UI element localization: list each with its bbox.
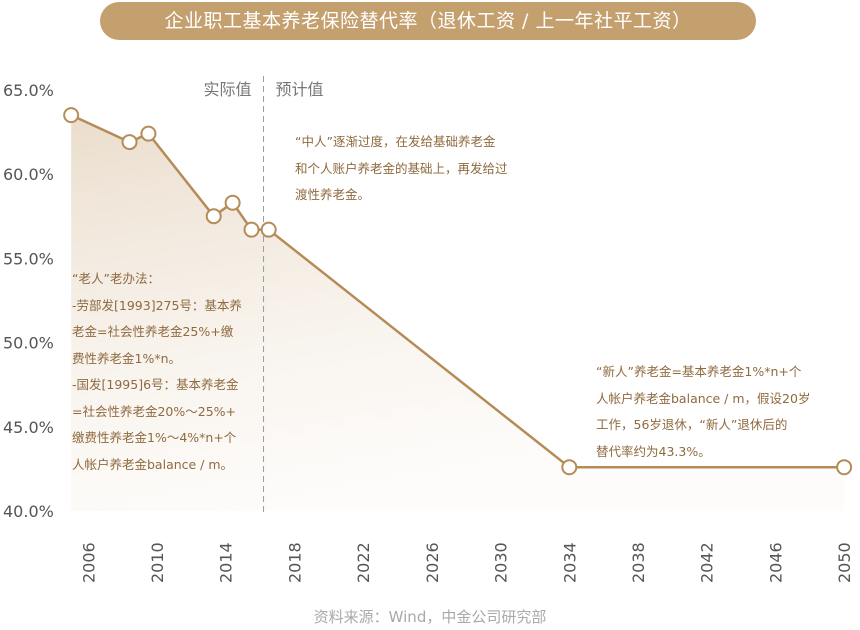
y-tick-label: 65.0% [3,81,54,100]
x-tick-label: 2014 [217,542,236,583]
chart-title: 企业职工基本养老保险替代率（退休工资 / 上一年社平工资） [100,2,756,40]
x-tick-label: 2034 [560,542,579,583]
annotation-line: 费性养老金1%*n。 [72,350,182,366]
data-point [121,134,138,151]
annotation-line: 缴费性养老金1%～4%*n+个 [72,430,237,445]
x-tick-label: 2018 [285,542,304,583]
annotation-line: 工作，56岁退休，“新人”退休后的 [596,417,788,432]
annotation-line: -国发[1995]6号：基本养老金 [72,377,239,392]
x-tick-label: 2038 [629,542,648,583]
x-tick-label: 2046 [766,542,785,583]
y-tick-label: 60.0% [3,165,54,184]
y-tick-label: 45.0% [3,418,54,437]
data-point [140,125,157,142]
annotation-line: 人帐户养老金balance / m，假设20岁 [596,390,811,406]
x-tick-label: 2050 [835,542,854,583]
x-tick-label: 2026 [423,542,442,583]
annotation-line: “老人”老办法： [72,271,160,286]
y-tick-label: 55.0% [3,249,54,268]
annotation-line: 渡性养老金。 [295,187,371,202]
annotation-line: “中人”逐渐过度，在发给基础养老金 [295,134,496,149]
annotation-line: “新人”养老金=基本养老金1%*n+个 [596,364,802,379]
annotation-line: 和个人账户养老金的基础上，再发给过 [295,160,508,176]
y-tick-label: 40.0% [3,502,54,521]
data-point [224,194,241,211]
actual-value-label: 实际值 [204,80,252,99]
forecast-value-label: 预计值 [276,80,324,99]
annotation-line: -劳部发[1993]275号：基本养 [72,297,242,313]
annotation-old-people: “老人”老办法： -劳部发[1993]275号：基本养 老金=社会性养老金25%… [72,266,242,478]
annotation-new-people: “新人”养老金=基本养老金1%*n+个 人帐户养老金balance / m，假设… [596,359,810,465]
data-point [205,208,222,225]
replacement-rate-chart: 40.0% 45.0% 50.0% 55.0% 60.0% 65.0% 2006 2010 20… [3,76,854,583]
annotation-line: 人帐户养老金balance / m。 [72,456,234,472]
annotation-line: 替代率约为43.3%。 [596,443,711,459]
x-tick-label: 2006 [79,542,98,583]
data-point [836,459,853,476]
x-tick-label: 2022 [354,542,373,583]
data-point [243,221,260,238]
annotation-middle-people: “中人”逐渐过度，在发给基础养老金 和个人账户养老金的基础上，再发给过 渡性养老… [295,129,508,209]
x-tick-label: 2010 [148,542,167,583]
y-tick-label: 50.0% [3,334,54,353]
x-tick-label: 2042 [698,542,717,583]
annotation-line: =社会性养老金20%～25%+ [72,403,237,419]
data-point [561,459,578,476]
source-note: 资料来源：Wind，中金公司研究部 [313,608,547,626]
x-tick-label: 2030 [492,542,511,583]
series-area [71,115,845,511]
annotation-line: 老金=社会性养老金25%+缴 [72,324,234,339]
data-point [63,107,80,124]
data-point [260,221,277,238]
